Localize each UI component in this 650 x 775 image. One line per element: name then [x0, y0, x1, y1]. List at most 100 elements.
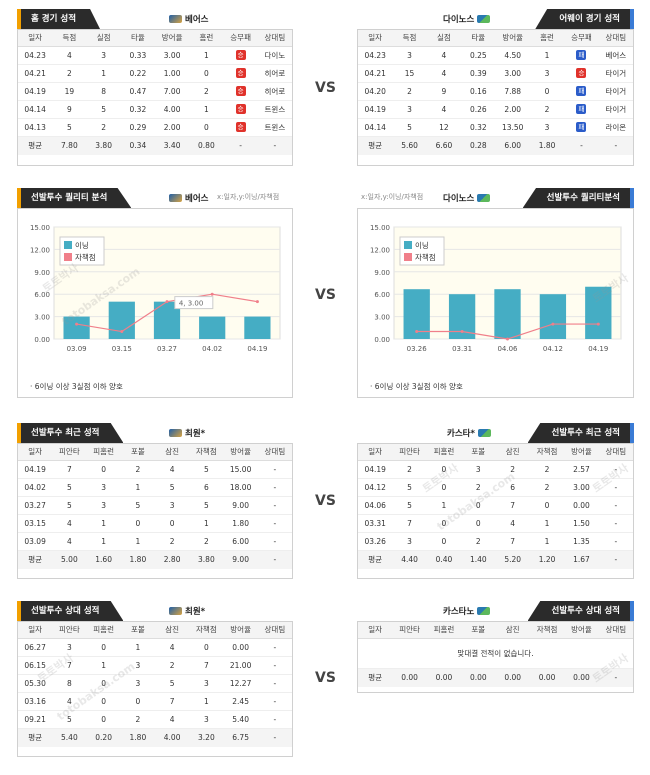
quality-right-team: 다이노스	[443, 192, 491, 204]
win-badge: 승	[235, 68, 246, 78]
table-cell: 0	[120, 514, 155, 533]
x-tick-label: 04.02	[202, 345, 222, 353]
table-row: 03.27 5 3 5 3 5 9.00-	[18, 496, 292, 515]
average-cell: 0.34	[120, 136, 155, 155]
table-cell: 0.00	[564, 496, 599, 515]
x-tick-label: 03.15	[112, 345, 132, 353]
table-cell: 1	[120, 532, 155, 551]
table-cell: 04.21	[358, 64, 393, 83]
table-cell: 0.22	[120, 64, 155, 83]
table-cell: 0.00	[223, 638, 258, 657]
loss-badge: 패	[576, 122, 587, 132]
average-cell: 6.75	[223, 728, 258, 747]
away-record-title: 어웨이 경기 성적	[535, 9, 634, 29]
average-cell: 1.80	[529, 136, 565, 155]
column-header: 피안타	[392, 622, 427, 639]
table-cell: 1	[86, 532, 121, 551]
table-cell: 4	[155, 710, 190, 729]
team-logo-icon	[477, 194, 491, 202]
average-cell: -	[223, 136, 258, 155]
column-header: 방어율	[223, 622, 258, 639]
table-cell: 1	[426, 496, 462, 515]
table-cell: 0.26	[461, 100, 496, 119]
column-header: 일자	[18, 444, 53, 461]
table-cell: 0	[86, 692, 121, 711]
away-record-header: 어웨이 경기 성적 다이노스	[357, 9, 634, 29]
table-cell: 히어로	[257, 64, 292, 83]
table-cell: 0	[189, 118, 224, 137]
table-cell: 7	[52, 460, 87, 479]
table-cell: 6.00	[223, 532, 258, 551]
table-cell: 2	[155, 656, 190, 675]
average-cell: 6.00	[495, 136, 530, 155]
column-header: 상대팀	[257, 30, 292, 47]
average-cell: 3.80	[189, 550, 224, 569]
table-cell: 3	[120, 674, 155, 693]
chart-axis-hint: x:일자,y:이닝/자책점	[217, 193, 280, 201]
table-cell: 12.27	[223, 674, 258, 693]
column-header: 홈런	[189, 30, 224, 47]
table-cell: 0.39	[461, 64, 496, 83]
table-cell: 5	[52, 496, 87, 515]
quality-left-header: 선발투수 퀄리티 분석 베어스 x:일자,y:이닝/자책점	[17, 188, 293, 208]
loss-badge: 패	[576, 50, 587, 60]
quality-right-header: x:일자,y:이닝/자책점 다이노스 선발투수 퀄리티분석	[357, 188, 634, 208]
column-header: 일자	[358, 622, 393, 639]
average-row: 평균 4.40 0.40 1.40 5.20 1.20 1.67-	[358, 550, 633, 569]
y-tick-label: 3.00	[34, 314, 50, 322]
column-header: 삼진	[155, 444, 190, 461]
table-cell: 0	[189, 638, 224, 657]
table-cell: 0	[529, 496, 565, 515]
table-cell: 0	[426, 514, 462, 533]
table-row: 04.23 4 3 0.33 3.00 1 승 다이노	[18, 46, 292, 65]
table-cell: -	[598, 514, 633, 533]
y-tick-label: 3.00	[374, 314, 390, 322]
table-cell: 3	[86, 478, 121, 497]
table-cell: 타이거	[598, 82, 633, 101]
column-header: 상대팀	[598, 622, 633, 639]
table-cell: 히어로	[257, 82, 292, 101]
table-cell: -	[257, 692, 292, 711]
average-cell: 1.80	[120, 728, 155, 747]
empty-message: 맞대결 전적이 없습니다.	[358, 638, 633, 669]
line-point	[596, 322, 600, 326]
average-cell: 1.20	[529, 550, 565, 569]
column-header: 상대팀	[598, 444, 633, 461]
table-row: 04.14 9 5 0.32 4.00 1 승 트윈스	[18, 100, 292, 119]
table-cell: 5	[189, 496, 224, 515]
x-tick-label: 03.09	[67, 345, 87, 353]
table-cell: 12	[426, 118, 462, 137]
y-tick-label: 9.00	[374, 269, 390, 277]
table-cell: 2	[529, 478, 565, 497]
table-cell: -	[598, 478, 633, 497]
table-cell: 1	[86, 64, 121, 83]
table-row: 06.27 3 0 1 4 0 0.00-	[18, 638, 292, 657]
table-cell: 승	[564, 64, 599, 83]
table-cell: 3	[189, 710, 224, 729]
table-cell: 04.19	[358, 460, 393, 479]
average-row: 평균 5.00 1.60 1.80 2.80 3.80 9.00-	[18, 550, 292, 569]
column-header: 포볼	[461, 444, 496, 461]
line-point	[210, 292, 214, 296]
pitcher-left-name: 최원*	[169, 605, 205, 617]
team-logo-icon	[477, 429, 491, 437]
table-row: 04.19 2 0 3 2 2 2.57-	[358, 460, 633, 479]
table-cell: 0	[155, 514, 190, 533]
table-cell: 1	[189, 514, 224, 533]
table-cell: 2.00	[155, 118, 190, 137]
average-cell: -	[598, 136, 633, 155]
table-cell: 5	[86, 100, 121, 119]
home-record-table: 일자 득점 실점 타율 방어율 홈런 승무패 상대팀 04.23 4 3 0.33 3.00 1 승 다이노 0…	[17, 29, 293, 166]
average-cell: 0.20	[86, 728, 121, 747]
table-cell: 2	[120, 710, 155, 729]
column-header: 득점	[52, 30, 87, 47]
table-cell: 06.15	[18, 656, 53, 675]
average-cell: 평균	[18, 550, 53, 569]
table-cell: 패	[564, 46, 599, 65]
line-point	[506, 337, 509, 341]
table-cell: 18.00	[223, 478, 258, 497]
table-cell: 2	[120, 460, 155, 479]
away-record-table: 일자 득점 실점 타율 방어율 홈런 승무패 상대팀 04.23 3 4 0.25 4.50 1 패 베어스 0…	[357, 29, 634, 166]
table-row: 04.19 3 4 0.26 2.00 2 패 타이거	[358, 100, 633, 119]
table-cell: 1.50	[564, 514, 599, 533]
